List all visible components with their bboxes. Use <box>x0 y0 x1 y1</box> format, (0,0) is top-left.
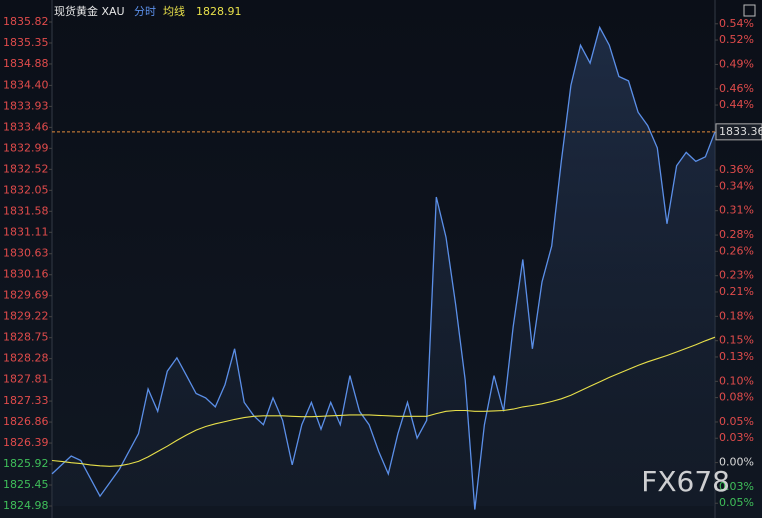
y2-tick-label: 0.05% <box>719 415 754 428</box>
y2-tick-label: 0.15% <box>719 334 754 347</box>
y2-tick-label: 0.13% <box>719 350 754 363</box>
y-tick-label: 1832.52 <box>3 162 49 175</box>
price-area <box>52 27 715 510</box>
y-tick-label: 1833.46 <box>3 120 49 133</box>
y2-tick-label: 0.44% <box>719 98 754 111</box>
y-tick-label: 1835.82 <box>3 15 49 28</box>
y2-tick-label: 0.54% <box>719 17 754 30</box>
title: 现货黄金 XAU <box>54 4 125 18</box>
y-tick-label: 1834.88 <box>3 57 49 70</box>
settings-icon[interactable] <box>743 4 756 17</box>
y-tick-label: 1825.45 <box>3 478 49 491</box>
y2-tick-label: 0.26% <box>719 244 754 257</box>
y-tick-label: 1828.75 <box>3 331 49 344</box>
y-tick-label: 1830.63 <box>3 247 49 260</box>
series-line <box>51 25 716 510</box>
y2-tick-label: 0.36% <box>719 163 754 176</box>
y2-tick-label: 0.00% <box>719 456 754 469</box>
y-tick-label: 1829.22 <box>3 310 49 323</box>
y2-tick-label: 0.46% <box>719 82 754 95</box>
y2-tick-label: 0.05% <box>719 496 754 509</box>
last-price-label: 1833.36 <box>719 125 762 138</box>
y-tick-label: 1827.33 <box>3 394 49 407</box>
y-tick-label: 1825.92 <box>3 457 49 470</box>
avg-label: 均线 <box>163 4 185 18</box>
y-tick-label: 1832.99 <box>3 141 49 154</box>
y2-tick-label: 0.49% <box>719 57 754 70</box>
y-tick-label: 1824.98 <box>3 499 49 512</box>
y-tick-label: 1831.58 <box>3 204 49 217</box>
y2-tick-label: 0.18% <box>719 309 754 322</box>
y-tick-label: 1828.28 <box>3 352 49 365</box>
y2-tick-label: 0.08% <box>719 391 754 404</box>
series-line <box>51 336 716 467</box>
y-tick-label: 1826.39 <box>3 436 49 449</box>
plot: 1835.82 1835.35 1834.88 1834.40 1833.93 1833.… <box>3 15 762 512</box>
y2-tick-label: 0.03% <box>719 431 754 444</box>
y-tick-label: 1832.05 <box>3 183 49 196</box>
last-price-box <box>715 123 762 141</box>
y-tick-label: 1829.69 <box>3 289 49 302</box>
y-tick-label: 1834.40 <box>3 78 49 91</box>
y2-tick-label: 0.23% <box>719 269 754 282</box>
y2-tick-label: 0.34% <box>719 179 754 192</box>
mode-label: 分时 <box>134 5 156 18</box>
y2-tick-label: 0.03% <box>719 480 754 493</box>
avg-value: 1828.91 <box>196 5 242 18</box>
y-tick-label: 1827.81 <box>3 373 49 386</box>
y-tick-label: 1830.16 <box>3 268 49 281</box>
y-tick-label: 1833.93 <box>3 99 49 112</box>
y-tick-label: 1835.35 <box>3 36 49 49</box>
y2-tick-label: 0.52% <box>719 33 754 46</box>
y-tick-label: 1831.11 <box>3 225 49 238</box>
watermark: FX678 <box>641 465 730 498</box>
y2-tick-label: 0.31% <box>719 204 754 217</box>
y2-tick-label: 0.28% <box>719 228 754 241</box>
y2-tick-label: 0.10% <box>719 374 754 387</box>
y-tick-label: 1826.86 <box>3 415 49 428</box>
y2-tick-label: 0.21% <box>719 285 754 298</box>
